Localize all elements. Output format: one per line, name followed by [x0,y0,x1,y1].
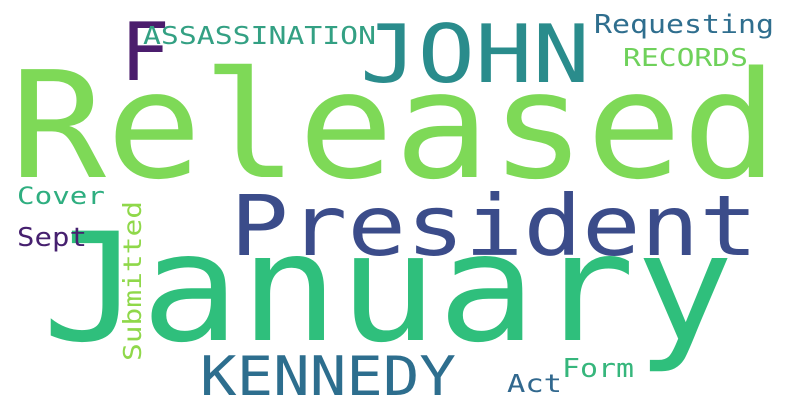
word-cover: Cover [17,182,105,210]
word-assassination: ASSASSINATION [143,21,376,50]
word-form: Form [562,354,634,384]
word-records: RECORDS [623,43,748,72]
word-john: JOHN [360,8,590,101]
word-released: Released [10,40,778,212]
word-act: Act [507,369,562,398]
word-january: January [42,202,734,376]
word-sept: Sept [17,223,87,253]
word-submitted: Submitted [118,201,147,361]
word-kennedy: KENNEDY [200,345,456,405]
word-requesting: Requesting [594,10,774,40]
word-president: President [230,177,758,275]
word-f: F [120,6,170,99]
